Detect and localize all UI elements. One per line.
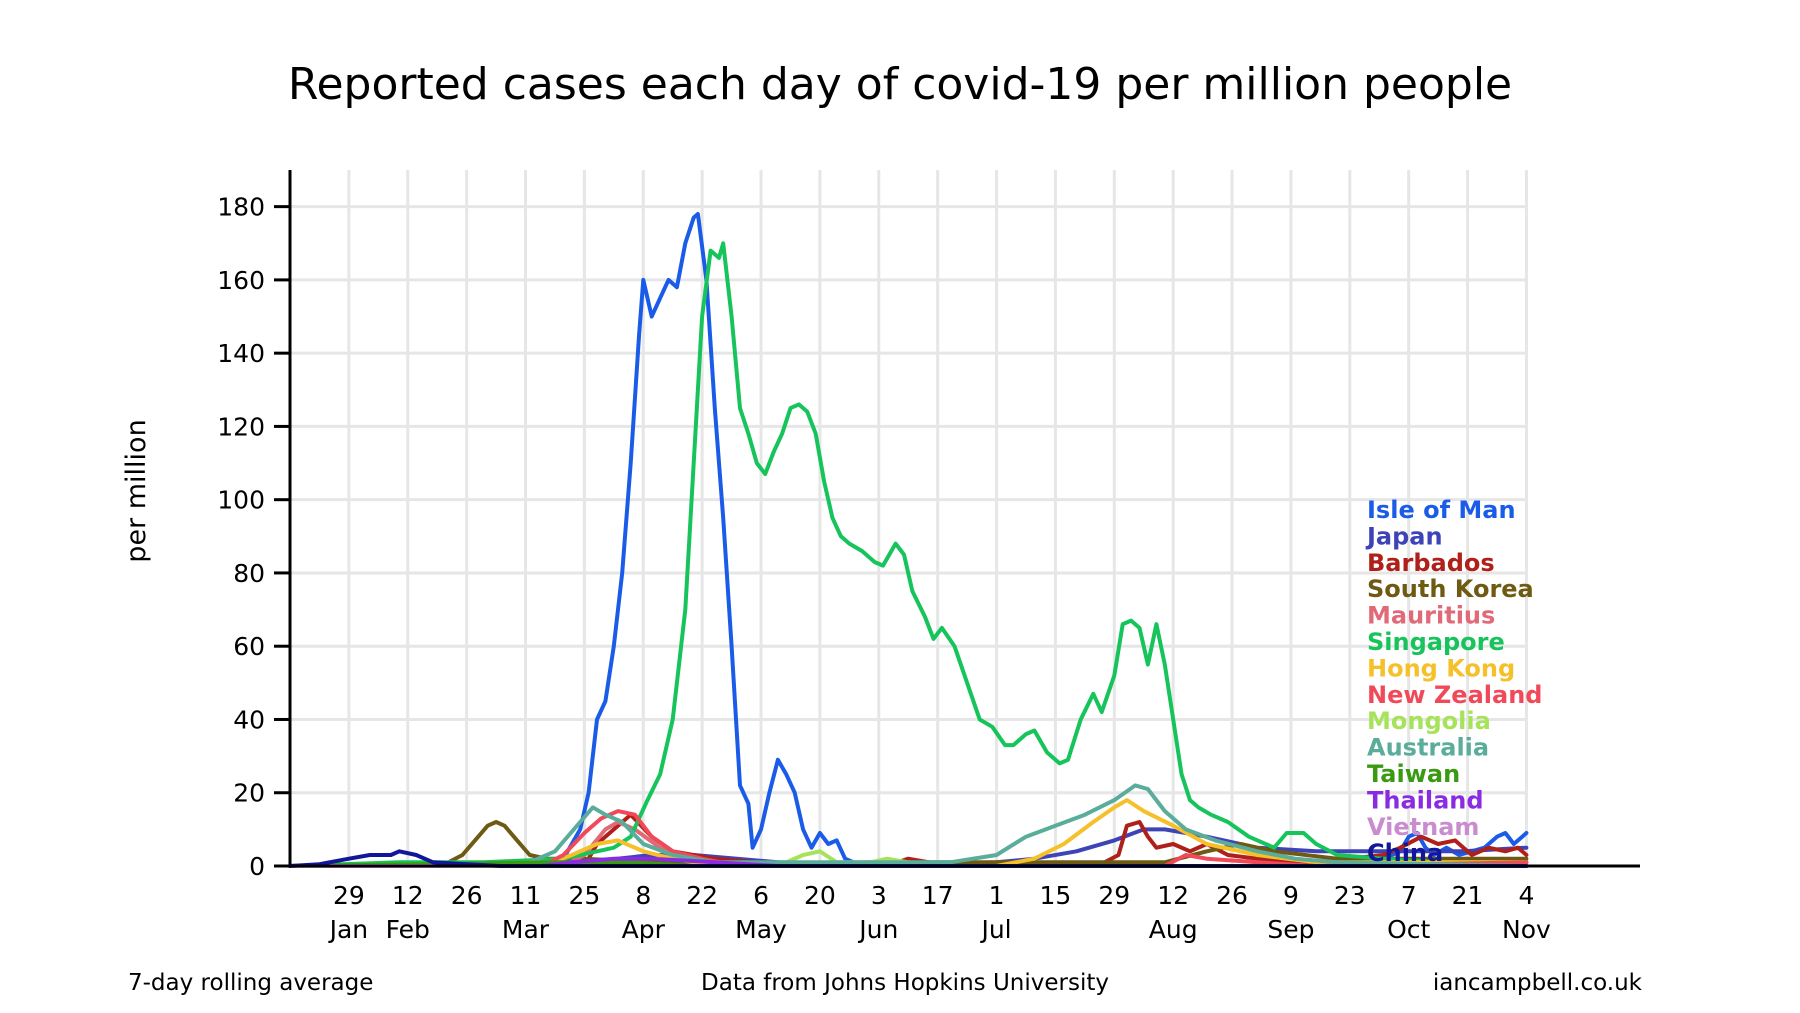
y-tick-label: 40 [233,705,265,734]
y-tick-labels: 0 20 40 60 80 100 120 140 160 180 [217,193,290,881]
x-tick-day: 9 [1283,881,1299,910]
y-tick-label: 100 [217,486,265,515]
x-tick-month: Jul [979,915,1011,944]
x-tick-month: May [735,915,787,944]
x-tick-day: 23 [1334,881,1366,910]
series-line [288,212,1529,868]
x-tick-day: 21 [1452,881,1484,910]
legend-entry: Japan [1365,522,1443,550]
x-tick-month: Feb [386,915,430,944]
legend-entry: Barbados [1367,549,1495,577]
x-tick-day: 12 [392,881,424,910]
legend-entry: Vietnam [1367,813,1479,841]
x-tick-day: 7 [1401,881,1417,910]
x-tick-day: 8 [635,881,651,910]
legend-entry: Thailand [1367,786,1484,814]
legend-entry: South Korea [1367,575,1534,603]
y-tick-label: 60 [233,632,265,661]
x-tick-month: Oct [1387,915,1430,944]
x-tick-month: Apr [622,915,666,944]
y-tick-label: 160 [217,266,265,295]
series-line [288,809,1529,868]
legend-entry: Taiwan [1367,760,1460,788]
y-tick-label: 20 [233,779,265,808]
legend-entry: New Zealand [1367,681,1542,709]
y-tick-label: 120 [217,412,265,441]
x-tick-day: 6 [753,881,769,910]
x-tick-day: 20 [804,881,836,910]
axes [288,170,1640,868]
footer-note: 7-day rolling average [128,970,373,996]
chart-title: Reported cases each day of covid-19 per … [288,59,1512,110]
legend-entry: Mongolia [1367,707,1491,735]
x-tick-day: 1 [989,881,1005,910]
x-tick-month: Aug [1149,915,1198,944]
x-tick-day: 26 [1216,881,1248,910]
x-tick-month: Jan [328,915,369,944]
x-tick-month: Mar [502,915,550,944]
x-tick-month: Jun [857,915,898,944]
x-tick-day: 22 [686,881,718,910]
x-tick-month: Sep [1267,915,1314,944]
grid [290,170,1528,866]
x-tick-day: 17 [922,881,954,910]
x-tick-day: 15 [1040,881,1072,910]
legend-entry: Singapore [1367,628,1505,656]
legend-entry: Hong Kong [1367,654,1515,682]
x-tick-day: 29 [333,881,365,910]
x-tick-day: 3 [871,881,887,910]
x-tick-day: 29 [1098,881,1130,910]
y-tick-label: 180 [217,193,265,222]
y-axis-label: per million [121,419,152,562]
x-tick-day: 25 [568,881,600,910]
y-tick-label: 80 [233,559,265,588]
series-line [288,798,1529,868]
x-tick-labels: 29 Jan 12 Feb 26 11 Mar 25 8 Apr 22 6 May 20 3 Jun 17 1 Ju… [328,881,1551,944]
y-tick-label: 0 [249,852,265,881]
y-tick-label: 140 [217,339,265,368]
footer-source: Data from Johns Hopkins University [701,970,1109,996]
series-line [288,241,1529,868]
series-line [288,783,1529,868]
footer-site: iancampbell.co.uk [1433,970,1643,996]
series-lines [288,212,1529,868]
legend-entry: Isle of Man [1367,496,1516,524]
legend-entry: Australia [1367,734,1489,762]
x-tick-day: 4 [1518,881,1534,910]
x-tick-day: 26 [451,881,483,910]
x-tick-day: 12 [1157,881,1189,910]
legend-entry: Mauritius [1367,602,1495,630]
legend-entry: China [1367,839,1443,867]
x-tick-month: Nov [1502,915,1551,944]
x-tick-day: 11 [510,881,542,910]
